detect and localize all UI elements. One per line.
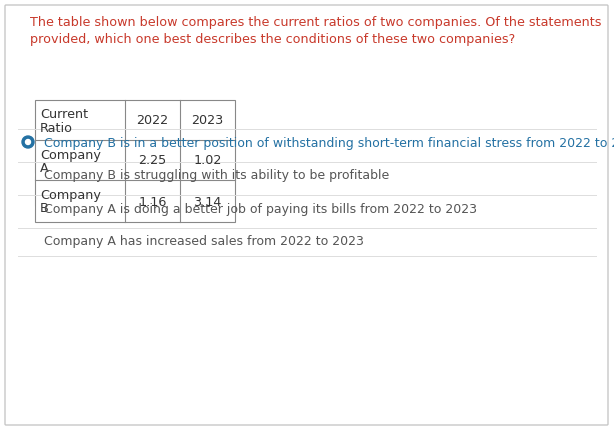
Text: A: A (40, 161, 49, 174)
Text: Company B is struggling with its ability to be profitable: Company B is struggling with its ability… (44, 169, 389, 182)
Text: 1.16: 1.16 (138, 195, 166, 208)
Text: Company A has increased sales from 2022 to 2023: Company A has increased sales from 2022 … (44, 235, 364, 248)
Text: Company: Company (40, 148, 101, 161)
Bar (35, 101, 235, 222)
Text: The table shown below compares the current ratios of two companies. Of the state: The table shown below compares the curre… (30, 16, 602, 29)
Text: 2023: 2023 (192, 114, 223, 127)
Text: Ratio: Ratio (40, 121, 73, 134)
Text: Company A is doing a better job of paying its bills from 2022 to 2023: Company A is doing a better job of payin… (44, 202, 477, 215)
Circle shape (22, 137, 34, 149)
Text: Company: Company (40, 189, 101, 202)
Text: provided, which one best describes the conditions of these two companies?: provided, which one best describes the c… (30, 33, 515, 46)
Text: B: B (40, 202, 49, 215)
Text: Current: Current (40, 108, 88, 121)
Text: 2.25: 2.25 (138, 154, 166, 167)
Text: 3.14: 3.14 (193, 195, 222, 208)
Circle shape (26, 140, 31, 145)
FancyBboxPatch shape (5, 6, 608, 425)
Text: Company B is in a better position of withstanding short-term financial stress fr: Company B is in a better position of wit… (44, 136, 614, 149)
Text: 2022: 2022 (136, 114, 169, 127)
Text: 1.02: 1.02 (193, 154, 222, 167)
